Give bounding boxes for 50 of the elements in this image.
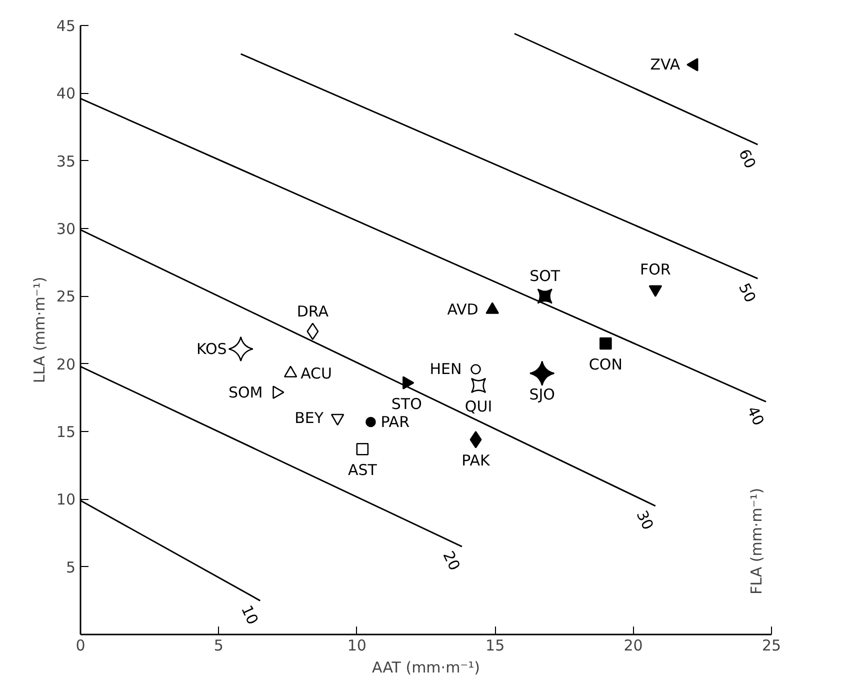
point [366,416,376,428]
series-label: FOR [640,260,671,278]
series-label: AVD [447,300,478,319]
series-label: PAK [462,452,492,470]
x-tick-label: 15 [486,636,505,654]
point [228,336,254,362]
text: 10 [238,602,262,628]
series-label: SOM [228,383,263,402]
x-tick-label: 25 [762,636,782,654]
y-tick-label: 15 [56,423,76,441]
y-tick-label: 20 [56,355,76,374]
text: 60 [735,146,760,172]
series-label: SJO [529,385,555,404]
y-tick-label: 10 [56,490,76,509]
text: 20 [439,548,464,574]
y-tick-label: 40 [56,84,76,103]
point [470,378,486,394]
point [470,364,481,374]
series-label: ACU [300,364,332,382]
point [686,58,698,72]
point [529,360,555,386]
series-label: BEY [294,408,324,427]
point [537,288,552,304]
x-tick-label: 5 [214,636,224,654]
series-label: STO [391,394,422,413]
series-label: ZVA [650,56,681,74]
y-tick-label: 25 [56,288,76,306]
annotation: FLA (mm·m⁻¹) [748,488,766,594]
series-label: SOT [530,267,561,286]
point [356,442,369,456]
x-axis-title: AAT (mm·m⁻¹) [372,658,480,676]
y-tick-label: 35 [56,152,76,170]
series-label: DRA [296,302,330,320]
x-tick-label: 0 [76,636,86,654]
series-label: KOS [196,340,227,358]
series-label: HEN [430,360,462,378]
text: 50 [735,280,760,306]
series-label: PAR [380,413,410,432]
series-label: CON [588,356,622,374]
y-tick-label: 45 [56,17,76,35]
y-tick-label: 5 [66,558,76,576]
x-tick-label: 10 [347,636,366,654]
series-label: QUI [464,397,492,416]
point [600,337,612,350]
text: 30 [632,508,658,533]
x-tick-label: 20 [624,636,643,654]
y-tick-label: 30 [56,220,76,238]
y-axis-title: LLA (mm·m⁻¹) [30,276,48,384]
series-label: AST [348,461,378,480]
text: 40 [743,403,768,428]
